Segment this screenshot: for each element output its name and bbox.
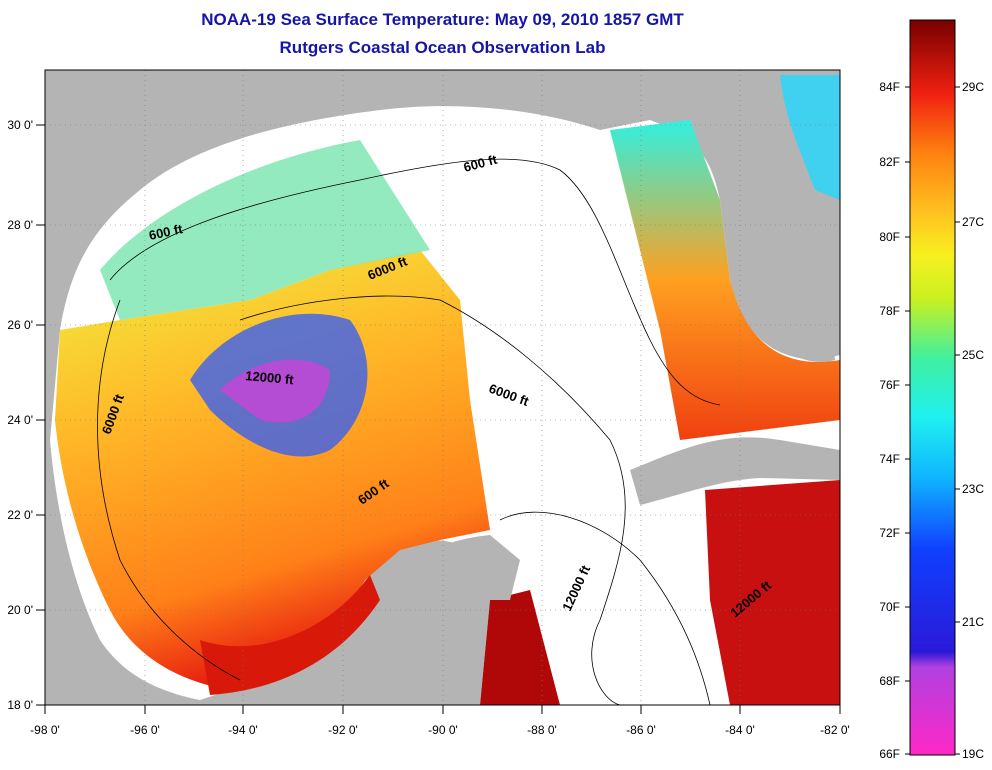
axis-ticks: [36, 124, 841, 714]
sst-cold-core: [220, 359, 330, 423]
cuba-land: [630, 437, 840, 505]
c-label: 23C: [962, 482, 984, 496]
yucatan-land: [380, 535, 520, 705]
lon-tick-label: -84 0': [725, 723, 755, 737]
lat-tick-label: 22 0': [7, 508, 33, 522]
bathymetry-contours: [97, 158, 721, 706]
lat-lon-grid: [45, 70, 840, 705]
c-label: 21C: [962, 615, 984, 629]
color-bar: [909, 19, 956, 756]
f-label: 76F: [879, 378, 900, 392]
f-label: 70F: [879, 600, 900, 614]
lat-tick-label: 24 0': [7, 413, 33, 427]
f-label: 82F: [879, 155, 900, 169]
sst-yucatan-channel: [480, 590, 560, 705]
sst-atlantic: [780, 75, 840, 200]
f-label: 74F: [879, 452, 900, 466]
color-bar-ticks: [905, 86, 960, 755]
f-label: 66F: [879, 747, 900, 761]
c-label: 27C: [962, 215, 984, 229]
latitude-labels: 30 0' 28 0' 26 0' 24 0' 22 0' 20 0' 18 0…: [7, 118, 33, 712]
florida-land: [720, 100, 835, 362]
sst-caribbean: [705, 480, 840, 705]
fahrenheit-labels: 84F 82F 80F 78F 76F 74F 72F 70F 68F 66F: [879, 80, 900, 761]
lon-tick-label: -82 0': [820, 723, 850, 737]
f-label: 84F: [879, 80, 900, 94]
lon-tick-label: -88 0': [527, 723, 557, 737]
f-label: 78F: [879, 304, 900, 318]
lon-tick-label: -90 0': [428, 723, 458, 737]
contour-label: 12000 ft: [245, 368, 295, 387]
lon-tick-label: -92 0': [328, 723, 358, 737]
sst-swath-florida: [610, 120, 840, 440]
chart-subtitle: Rutgers Coastal Ocean Observation Lab: [279, 38, 606, 57]
lon-tick-label: -86 0': [626, 723, 656, 737]
sst-northern-band: [100, 140, 430, 320]
sst-campeche: [200, 575, 380, 695]
lon-tick-label: -94 0': [228, 723, 258, 737]
lat-tick-label: 18 0': [7, 698, 33, 712]
lon-tick-label: -98 0': [30, 723, 60, 737]
lat-tick-label: 20 0': [7, 603, 33, 617]
f-label: 80F: [879, 230, 900, 244]
f-label: 72F: [879, 526, 900, 540]
celsius-labels: 29C 27C 25C 23C 21C 19C: [962, 80, 984, 761]
longitude-labels: -98 0' -96 0' -94 0' -92 0' -90 0' -88 0…: [30, 723, 850, 737]
sst-swath-west: [55, 250, 490, 690]
contour-label: 600 ft: [148, 221, 185, 243]
c-label: 29C: [962, 80, 984, 94]
chart-title: NOAA-19 Sea Surface Temperature: May 09,…: [201, 10, 684, 29]
lat-tick-label: 30 0': [7, 118, 33, 132]
lon-tick-label: -96 0': [130, 723, 160, 737]
f-label: 68F: [879, 674, 900, 688]
c-label: 25C: [962, 348, 984, 362]
lat-tick-label: 28 0': [7, 218, 33, 232]
c-label: 19C: [962, 747, 984, 761]
lat-tick-label: 26 0': [7, 318, 33, 332]
